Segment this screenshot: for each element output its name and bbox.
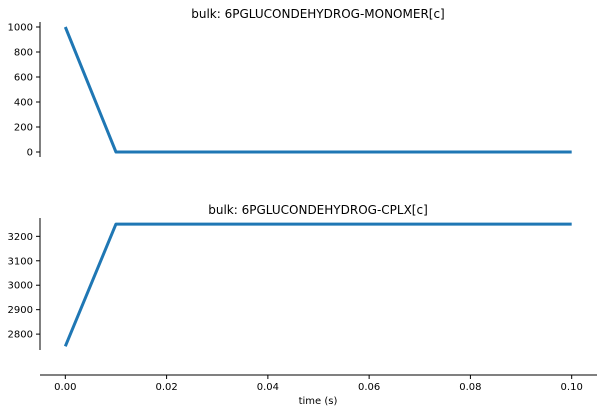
x-axis-label: time (s) <box>299 396 338 407</box>
y-ticks-cplx: 2800 2900 3000 3100 3200 <box>8 232 40 341</box>
y-tick-label: 400 <box>14 98 33 109</box>
y-tick-label: 800 <box>14 48 33 59</box>
y-tick-label: 2800 <box>8 330 33 341</box>
y-tick-label: 3200 <box>8 232 33 243</box>
x-tick-label: 0.10 <box>561 382 583 393</box>
series-line-cplx <box>63 222 572 347</box>
y-tick-label: 1000 <box>8 23 33 34</box>
panel-monomer: bulk: 6PGLUCONDEHYDROG-MONOMER[c] 0 200 40… <box>8 7 572 159</box>
y-ticks-monomer: 0 200 400 600 800 1000 <box>8 23 40 159</box>
y-tick-label: 3000 <box>8 281 33 292</box>
panel-title-monomer: bulk: 6PGLUCONDEHYDROG-MONOMER[c] <box>191 7 445 21</box>
y-tick-label: 200 <box>14 123 33 134</box>
y-tick-label: 0 <box>27 148 33 159</box>
x-tick-label: 0.02 <box>155 382 177 393</box>
series-line-monomer <box>63 26 572 154</box>
panel-title-cplx: bulk: 6PGLUCONDEHYDROG-CPLX[c] <box>208 203 428 217</box>
x-tick-label: 0.04 <box>257 382 279 393</box>
y-tick-label: 600 <box>14 73 33 84</box>
y-tick-label: 2900 <box>8 305 33 316</box>
panel-cplx: bulk: 6PGLUCONDEHYDROG-CPLX[c] 2800 2900 3… <box>8 203 597 407</box>
y-tick-label: 3100 <box>8 256 33 267</box>
x-tick-label: 0.00 <box>54 382 76 393</box>
x-ticks: 0.00 0.02 0.04 0.06 0.08 0.10 <box>54 375 583 393</box>
x-tick-label: 0.08 <box>459 382 481 393</box>
x-tick-label: 0.06 <box>358 382 380 393</box>
